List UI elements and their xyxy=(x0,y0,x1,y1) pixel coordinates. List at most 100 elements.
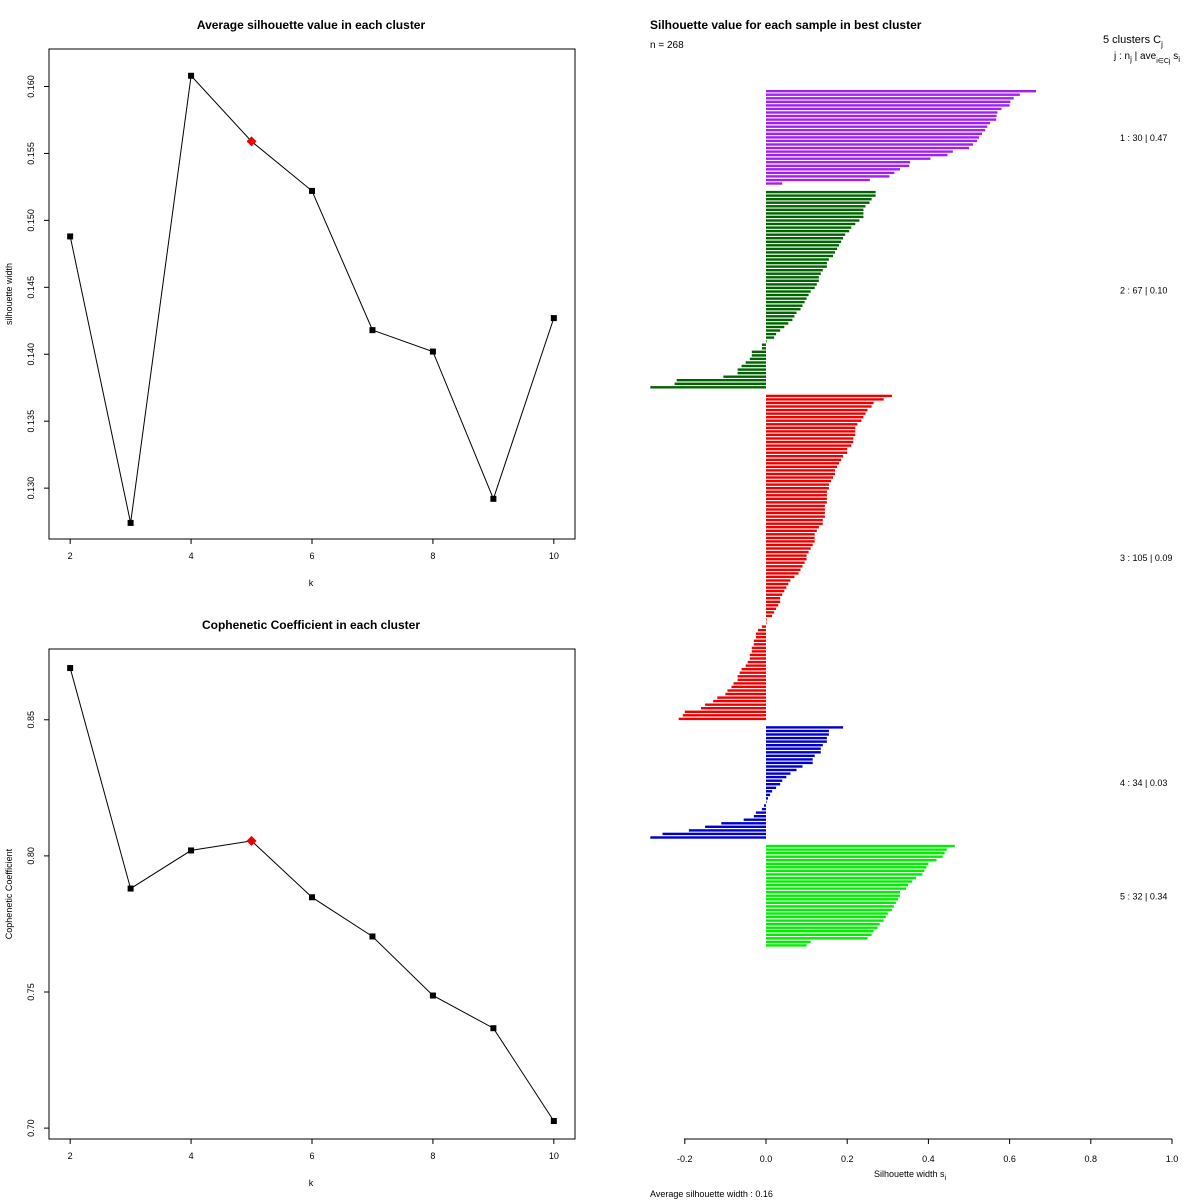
x-axis-label: Silhouette width si xyxy=(874,1169,947,1182)
silhouette-bar xyxy=(766,272,821,275)
silhouette-bar xyxy=(766,118,997,121)
silhouette-bar xyxy=(757,628,766,632)
sample-count: n = 268 xyxy=(650,40,684,51)
legend-header-s: s xyxy=(1170,51,1178,62)
silhouette-bar xyxy=(737,678,766,681)
silhouette-bar xyxy=(745,361,766,364)
silhouette-bar xyxy=(766,219,860,222)
x-tick-label: 0.2 xyxy=(841,1154,854,1164)
x-tick-label: 6 xyxy=(309,551,314,561)
silhouette-bar xyxy=(766,455,844,458)
silhouette-bar xyxy=(766,426,856,429)
silhouette-bar xyxy=(766,297,807,300)
silhouette-bar xyxy=(766,444,852,447)
silhouette-bar xyxy=(766,726,844,729)
legend-header-ave: | ave xyxy=(1132,51,1157,62)
chart-title: Silhouette value for each sample in best… xyxy=(650,18,922,32)
data-point xyxy=(550,1118,557,1125)
silhouette-bar xyxy=(678,717,766,721)
silhouette-bar xyxy=(766,261,827,265)
series-line xyxy=(69,74,555,524)
silhouette-bar xyxy=(751,646,766,650)
silhouette-bar xyxy=(766,226,852,229)
silhouette-bar xyxy=(766,876,917,880)
silhouette-bar xyxy=(766,107,1002,111)
silhouette-bar xyxy=(676,379,766,382)
silhouette-bar xyxy=(766,111,998,114)
silhouette-bar xyxy=(766,862,929,865)
silhouette-bar xyxy=(766,237,844,240)
cluster-labels: 1 : 30 | 0.47 2 : 67 | 0.10 3 : 105 | 0.09… xyxy=(1120,133,1172,901)
cophenetic-line-chart: Cophenetic Coefficient in each cluster k… xyxy=(4,618,576,1188)
series xyxy=(67,72,557,526)
silhouette-bar xyxy=(766,190,876,194)
x-tick-label: 2 xyxy=(68,551,73,561)
data-point xyxy=(188,72,195,79)
silhouette-bar xyxy=(766,894,900,897)
silhouette-bar xyxy=(766,315,795,318)
highlight-point xyxy=(246,136,257,147)
silhouette-bar xyxy=(650,386,766,389)
silhouette-bar xyxy=(766,851,945,855)
silhouette-bar xyxy=(721,822,766,825)
silhouette-bar xyxy=(766,621,767,625)
silhouette-bar xyxy=(766,800,767,804)
silhouette-bar xyxy=(766,922,880,926)
x-axis-label-text: Silhouette width s xyxy=(874,1169,945,1179)
data-point xyxy=(67,233,74,240)
silhouette-bar xyxy=(761,347,766,350)
silhouette-bar xyxy=(737,371,766,375)
x-tick-label: 0.8 xyxy=(1085,1154,1098,1164)
y-ticks: 0.130 0.135 0.140 0.145 0.150 0.155 0.160 xyxy=(26,75,49,499)
silhouette-bar xyxy=(701,707,766,710)
legend-header-sub-i: i xyxy=(1178,55,1180,64)
silhouette-bar xyxy=(766,208,864,211)
silhouette-bar xyxy=(766,104,1010,107)
silhouette-bar xyxy=(766,508,825,511)
silhouette-bar xyxy=(766,90,1036,93)
x-tick-label: 8 xyxy=(430,551,435,561)
average-silhouette-width: Average silhouette width : 0.16 xyxy=(650,1189,773,1199)
silhouette-bar xyxy=(766,401,874,405)
legend-header-j-n: j : n xyxy=(1113,51,1130,62)
silhouette-bar xyxy=(650,836,766,839)
silhouette-bar xyxy=(766,744,823,747)
silhouette-bar xyxy=(766,322,789,325)
silhouette-bar xyxy=(766,558,807,561)
silhouette-bar xyxy=(766,529,817,532)
silhouette-bar xyxy=(766,143,974,146)
silhouette-bar xyxy=(766,880,913,883)
data-point xyxy=(490,495,497,502)
x-tick-label: 8 xyxy=(430,1151,435,1161)
silhouette-bar xyxy=(766,515,825,518)
silhouette-bar xyxy=(766,490,827,493)
silhouette-bar xyxy=(766,901,896,904)
silhouette-bar xyxy=(766,476,833,479)
x-axis-label: k xyxy=(309,1178,314,1188)
silhouette-bar xyxy=(745,664,766,667)
chart-title: Average silhouette value in each cluster xyxy=(197,18,426,32)
silhouette-bar xyxy=(766,458,842,461)
silhouette-bar xyxy=(766,254,833,258)
silhouette-bar xyxy=(766,157,931,160)
silhouette-bar xyxy=(766,501,827,504)
silhouette-bar xyxy=(766,462,840,465)
cluster-label: 4 : 34 | 0.03 xyxy=(1120,778,1167,788)
x-axis-label-subscript: i xyxy=(944,1175,946,1182)
silhouette-bar xyxy=(749,357,766,361)
silhouette-bar xyxy=(766,765,803,768)
silhouette-bar xyxy=(766,898,898,901)
silhouette-bar xyxy=(766,212,864,215)
silhouette-bar xyxy=(766,937,868,940)
svg-text:j : nj | avei∈Cj si: j : nj | avei∈Cj si xyxy=(1113,51,1180,65)
data-point xyxy=(67,665,74,672)
silhouette-bar xyxy=(766,855,943,858)
y-tick-label: 0.130 xyxy=(26,477,36,500)
silhouette-bar xyxy=(766,873,923,876)
silhouette-bar xyxy=(766,733,829,736)
silhouette-bar xyxy=(766,604,779,607)
silhouette-bar xyxy=(766,265,827,268)
silhouette-bar xyxy=(766,340,767,343)
x-axis-label: k xyxy=(309,578,314,588)
silhouette-bar xyxy=(761,625,766,628)
